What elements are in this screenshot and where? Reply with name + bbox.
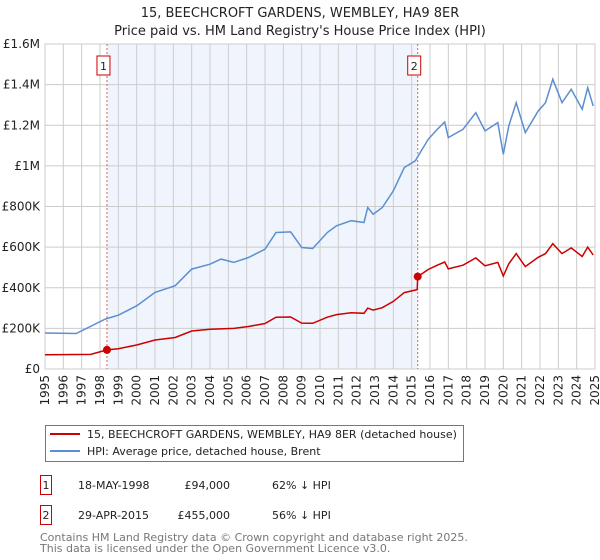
x-tick-label: 2009 <box>295 375 309 406</box>
y-tick-label: £200K <box>2 321 42 335</box>
transaction-number: 1 <box>43 479 50 492</box>
x-tick-label: 1996 <box>56 375 70 406</box>
sale-marker-badge <box>407 55 422 76</box>
x-tick-label: 2008 <box>276 375 290 406</box>
x-tick-label: 2004 <box>203 375 217 406</box>
x-tick-label: 2023 <box>551 375 565 406</box>
chart-title: 15, BEECHCROFT GARDENS, WEMBLEY, HA9 8ER <box>141 6 460 21</box>
x-tick-label: 2002 <box>166 375 180 406</box>
legend: 15, BEECHCROFT GARDENS, WEMBLEY, HA9 8ER… <box>45 425 464 462</box>
x-tick-label: 2003 <box>185 375 199 406</box>
legend-label-property: 15, BEECHCROFT GARDENS, WEMBLEY, HA9 8ER… <box>87 428 457 441</box>
x-tick-label: 1997 <box>75 375 89 406</box>
x-tick-label: 2013 <box>368 375 382 406</box>
x-tick-label: 2006 <box>240 375 254 406</box>
x-tick-label: 1995 <box>38 375 52 406</box>
y-tick-label: £1M <box>14 159 40 173</box>
series-line <box>44 242 594 356</box>
x-tick-label: 2018 <box>460 375 474 406</box>
legend-box <box>45 425 464 462</box>
marker-badge <box>40 505 52 525</box>
x-tick-label: 2011 <box>331 375 345 406</box>
footer-licence: This data is licensed under the Open Gov… <box>39 542 390 555</box>
transaction-hpi-diff: 56% ↓ HPI <box>272 509 331 522</box>
transaction-price: £94,000 <box>185 479 231 492</box>
sale-marker-label: 2 <box>411 60 418 73</box>
x-tick-label: 2019 <box>478 375 492 406</box>
x-tick-label: 2005 <box>221 375 235 406</box>
x-tick-label: 2001 <box>148 375 162 406</box>
plot-border <box>44 43 596 370</box>
x-tick-label: 2007 <box>258 375 272 406</box>
y-tick-label: £1.2M <box>3 118 40 132</box>
x-tick-label: 2017 <box>441 375 455 406</box>
x-tick-label: 2014 <box>386 375 400 406</box>
series-line <box>44 77 594 335</box>
sale-marker-label: 1 <box>100 60 107 73</box>
sale-point <box>102 345 111 354</box>
footer-copyright: Contains HM Land Registry data © Crown c… <box>40 531 468 544</box>
plot-area: 1995 1996 1997 1998 1999 2000 2001 2002 2003 2004… <box>2 37 600 406</box>
x-tick-label: 1998 <box>93 375 107 406</box>
legend-label-hpi: HPI: Average price, detached house, Bren… <box>87 445 321 458</box>
transaction-row: 2 29-APR-2015 £455,000 56% ↓ HPI <box>40 505 331 525</box>
transaction-number: 2 <box>43 509 50 522</box>
y-tick-label: £400K <box>2 281 42 295</box>
chart-subtitle: Price paid vs. HM Land Registry's House … <box>114 24 486 39</box>
x-tick-label: 2025 <box>588 375 600 406</box>
x-tick-label: 2015 <box>405 375 419 406</box>
transaction-hpi-diff: 62% ↓ HPI <box>272 479 331 492</box>
x-tick-label: 2022 <box>533 375 547 406</box>
transaction-date: 18-MAY-1998 <box>78 479 150 492</box>
x-tick-label: 2010 <box>313 375 327 406</box>
y-tick-label: £1.4M <box>3 78 40 92</box>
y-tick-label: £0 <box>25 362 40 376</box>
x-tick-label: 2012 <box>350 375 364 406</box>
y-tick-label: £800K <box>2 200 42 214</box>
transaction-row: 1 18-MAY-1998 £94,000 62% ↓ HPI <box>40 475 331 495</box>
transaction-date: 29-APR-2015 <box>78 509 149 522</box>
x-tick-label: 2000 <box>130 375 144 406</box>
x-tick-label: 2021 <box>515 375 529 406</box>
y-tick-label: £600K <box>2 240 42 254</box>
sale-marker-badge <box>96 55 111 76</box>
x-tick-label: 2024 <box>570 375 584 406</box>
x-tick-label: 2016 <box>423 375 437 406</box>
transaction-price: £455,000 <box>178 509 231 522</box>
x-tick-label: 1999 <box>111 375 125 406</box>
marker-badge <box>40 475 52 495</box>
sale-point <box>413 272 422 281</box>
x-tick-label: 2020 <box>496 375 510 406</box>
y-tick-label: £1.6M <box>3 37 40 51</box>
